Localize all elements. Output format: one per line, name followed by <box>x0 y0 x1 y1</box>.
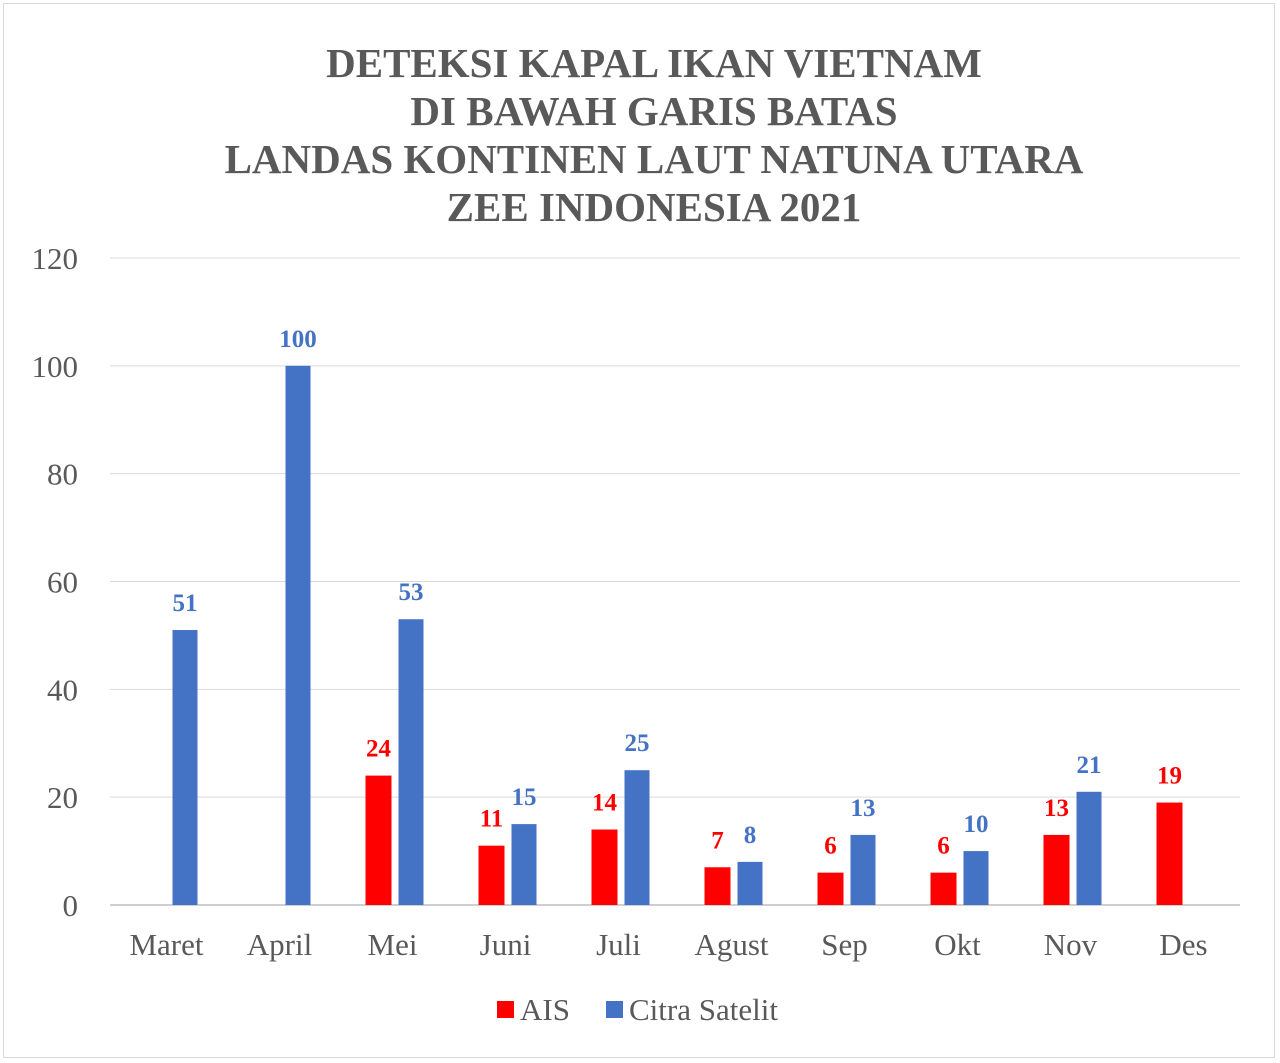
data-label: 11 <box>480 806 504 833</box>
x-tick-label: Juli <box>596 927 641 962</box>
x-tick-label: Okt <box>934 927 981 962</box>
y-tick-label: 60 <box>47 565 78 600</box>
bar-citra-satelit <box>737 861 763 905</box>
data-label: 53 <box>399 579 424 606</box>
bar-ais <box>704 867 731 905</box>
y-tick-label: 80 <box>47 457 78 492</box>
bar-citra-satelit <box>285 365 311 905</box>
data-label: 19 <box>1157 763 1182 790</box>
data-label: 15 <box>512 784 537 811</box>
data-label: 25 <box>625 730 650 757</box>
data-label: 8 <box>744 822 757 849</box>
y-tick-label: 120 <box>32 241 79 276</box>
bar-citra-satelit <box>850 834 876 905</box>
data-label: 6 <box>824 833 837 860</box>
data-label: 21 <box>1077 752 1102 779</box>
chart-title-line: ZEE INDONESIA 2021 <box>447 184 862 230</box>
data-label: 6 <box>937 833 950 860</box>
bar-citra-satelit <box>398 619 424 905</box>
x-tick-label: Nov <box>1044 927 1098 962</box>
bar-ais <box>478 845 505 905</box>
x-tick-label: April <box>247 927 312 962</box>
x-axis-ticks: Maret April Mei Juni Juli Agust Sep Okt Nov Des <box>129 927 1207 962</box>
legend-swatch <box>606 1001 623 1018</box>
x-tick-label: Des <box>1159 927 1207 962</box>
data-label: 51 <box>173 590 198 617</box>
y-tick-label: 100 <box>32 349 79 384</box>
data-label: 13 <box>1044 795 1069 822</box>
chart-title-line: DI BAWAH GARIS BATAS <box>410 88 897 134</box>
legend-swatch <box>497 1001 514 1018</box>
bar-ais <box>817 872 844 905</box>
gridlines <box>110 257 1240 906</box>
x-tick-label: Juni <box>480 927 532 962</box>
bar-citra-satelit <box>511 824 537 905</box>
x-tick-label: Maret <box>129 927 203 962</box>
data-label: 10 <box>964 811 989 838</box>
bar-ais <box>1043 834 1070 905</box>
chart-frame <box>3 3 1275 1058</box>
data-labels: 24 11 14 7 6 6 13 19 51 100 53 15 25 8 13 10 21 <box>173 326 1183 860</box>
data-label: 14 <box>592 790 618 817</box>
y-tick-label: 40 <box>47 672 78 707</box>
x-tick-label: Mei <box>368 927 418 962</box>
data-label: 7 <box>711 827 724 854</box>
bar-citra-satelit <box>172 630 198 905</box>
legend-label: Citra Satelit <box>629 992 778 1027</box>
data-label: 13 <box>851 795 876 822</box>
bar-citra-satelit <box>1076 791 1102 905</box>
bar-ais <box>930 872 957 905</box>
bar-ais <box>1156 802 1183 905</box>
data-label: 24 <box>366 736 392 763</box>
bar-citra-satelit <box>624 770 650 905</box>
data-label: 100 <box>279 326 317 353</box>
legend-label: AIS <box>520 992 570 1027</box>
y-tick-label: 20 <box>47 780 78 815</box>
bar-citra-satelit <box>963 851 989 905</box>
chart-title-line: DETEKSI KAPAL IKAN VIETNAM <box>326 40 982 86</box>
y-tick-label: 0 <box>63 888 79 923</box>
bars <box>172 365 1183 905</box>
chart-title-line: LANDAS KONTINEN LAUT NATUNA UTARA <box>225 136 1084 182</box>
x-tick-label: Agust <box>694 927 768 962</box>
y-axis-ticks: 0 20 40 60 80 100 120 <box>32 241 79 923</box>
bar-ais <box>365 775 392 905</box>
bar-ais <box>591 829 618 905</box>
x-tick-label: Sep <box>821 927 868 962</box>
legend: AIS Citra Satelit <box>497 992 778 1027</box>
